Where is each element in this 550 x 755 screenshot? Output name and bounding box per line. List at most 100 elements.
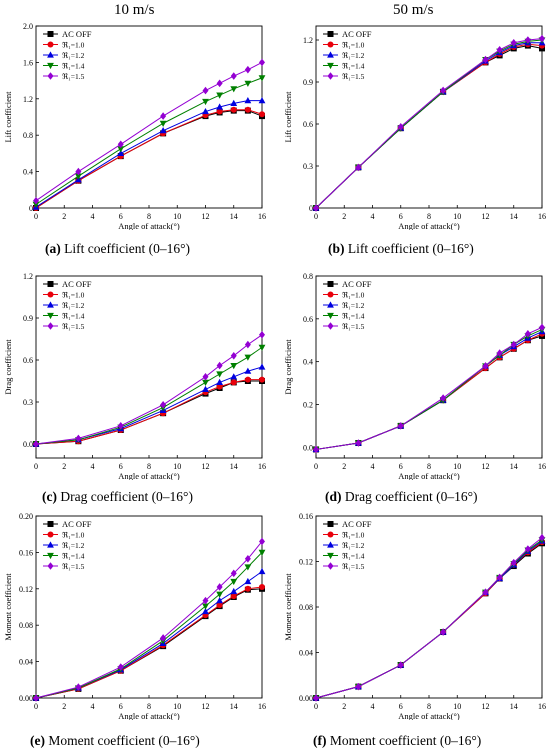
series-line: [35, 109, 263, 209]
x-tick-label: 12: [202, 462, 210, 471]
series-line: [35, 380, 262, 445]
data-point: [259, 111, 265, 118]
data-point: [117, 146, 125, 153]
legend-marker: [47, 521, 54, 527]
data-point: [75, 434, 82, 443]
data-point: [160, 112, 167, 120]
data-point: [244, 554, 251, 563]
legend-marker: [327, 41, 334, 48]
y-tick-label: 0.0: [23, 440, 33, 449]
y-tick-label: 0.12: [299, 558, 313, 567]
x-tick-label: 6: [119, 462, 123, 471]
y-tick-label: 0.00: [299, 694, 313, 703]
legend-label: AC OFF: [342, 279, 372, 289]
legend-label: ℜ₁=1.4: [62, 62, 85, 71]
data-point: [244, 65, 251, 74]
x-tick-label: 10: [173, 462, 181, 471]
y-tick-label: 0.2: [303, 400, 313, 409]
series-4: [313, 34, 545, 212]
legend-label: ℜ₁=1.2: [62, 301, 85, 310]
legend-marker: [47, 51, 54, 58]
x-tick-label: 6: [119, 702, 123, 711]
x-tick-label: 4: [91, 462, 95, 471]
x-tick-label: 8: [147, 212, 151, 221]
data-point: [496, 46, 503, 54]
legend-marker: [47, 291, 54, 298]
legend-marker: [47, 312, 54, 320]
legend-label: AC OFF: [62, 29, 92, 39]
legend-label: AC OFF: [62, 279, 92, 289]
data-point: [216, 371, 224, 378]
y-tick-label: 0.08: [299, 603, 313, 612]
data-point: [202, 603, 209, 610]
y-tick-label: 0.6: [303, 315, 313, 324]
legend: AC OFF ℜ₁=1.0ℜ₁=1.2 ℜ₁=1.4ℜ₁=1.5: [323, 279, 372, 331]
legend-label: ℜ₁=1.0: [62, 41, 85, 50]
series-0: [33, 585, 265, 701]
y-tick-label: 1.2: [23, 95, 33, 104]
x-tick-label: 12: [202, 212, 210, 221]
data-point: [33, 196, 39, 205]
series-4: [33, 331, 265, 448]
data-point: [524, 330, 531, 338]
y-tick-label: 0.16: [299, 512, 313, 521]
data-point: [159, 120, 167, 127]
x-tick-label: 16: [538, 702, 546, 711]
legend-label: ℜ₁=1.2: [62, 541, 85, 550]
x-tick-label: 16: [258, 462, 266, 471]
data-point: [313, 204, 319, 212]
x-tick-label: 14: [230, 702, 238, 711]
data-point: [482, 588, 489, 597]
data-point: [216, 383, 223, 390]
x-tick-label: 10: [173, 702, 181, 711]
legend-label: ℜ₁=1.0: [62, 291, 85, 300]
chart-panel-a: 0 2 4 6 8 10 12 14 16 0 0.4 0.8 1.2 1.6 2.0 Angle of at…: [0, 18, 270, 231]
data-point: [496, 573, 503, 582]
x-axis-label: Angle of attack(°): [398, 471, 460, 480]
x-tick-label: 8: [427, 702, 431, 711]
data-point: [75, 167, 82, 176]
legend-label: ℜ₁=1.2: [342, 541, 365, 550]
legend-marker: [327, 552, 334, 560]
data-point: [230, 86, 238, 93]
y-tick-label: 0.6: [23, 356, 33, 365]
series-line: [35, 346, 263, 445]
legend-marker: [47, 41, 54, 48]
data-point: [539, 533, 545, 542]
series-line: [35, 100, 262, 208]
legend-label: ℜ₁=1.5: [342, 322, 365, 331]
data-point: [74, 173, 82, 180]
x-tick-label: 10: [173, 212, 181, 221]
data-point: [160, 634, 167, 642]
y-tick-label: 0.3: [23, 398, 33, 407]
x-tick-label: 14: [510, 212, 518, 221]
y-tick-label: 0.4: [23, 168, 33, 177]
data-point: [244, 564, 252, 571]
data-point: [244, 340, 251, 349]
chart-panel-c: 0 2 4 6 8 10 12 14 16 0.0 0.3 0.6 0.9 1.2 Angle of att…: [0, 268, 270, 481]
data-point: [202, 385, 209, 392]
data-point: [259, 583, 265, 590]
x-tick-label: 14: [510, 462, 518, 471]
data-point: [510, 340, 517, 349]
legend-marker: [327, 312, 334, 320]
data-point: [230, 106, 237, 113]
data-point: [216, 597, 224, 604]
data-point: [117, 149, 125, 156]
data-point: [230, 578, 238, 586]
data-point: [258, 75, 266, 82]
series-line: [315, 333, 543, 450]
x-tick-label: 12: [482, 702, 490, 711]
series-3: [32, 549, 266, 702]
data-point: [258, 344, 266, 351]
y-tick-label: 0.9: [23, 314, 33, 323]
data-point: [216, 92, 224, 99]
x-tick-label: 4: [371, 702, 375, 711]
series-line: [35, 552, 263, 699]
legend-marker: [47, 31, 54, 37]
caption-c: (c) Drag coefficient (0–16°): [42, 489, 193, 504]
y-tick-label: 0.8: [23, 131, 33, 140]
legend-marker: [327, 31, 334, 37]
data-point: [117, 422, 124, 430]
column-title-10ms: 10 m/s: [114, 2, 155, 18]
